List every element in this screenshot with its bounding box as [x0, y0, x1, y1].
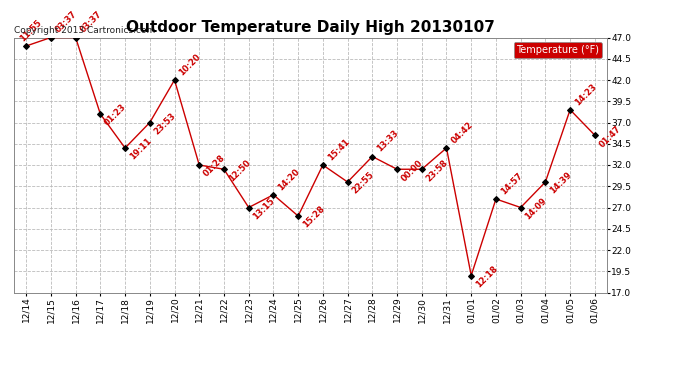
Point — [268, 192, 279, 198]
Text: 15:41: 15:41 — [326, 137, 351, 162]
Text: 04:42: 04:42 — [449, 120, 475, 145]
Text: 14:09: 14:09 — [524, 196, 549, 221]
Text: 01:47: 01:47 — [598, 124, 623, 149]
Text: 13:33: 13:33 — [375, 129, 400, 154]
Text: 03:37: 03:37 — [54, 10, 79, 35]
Text: 01:23: 01:23 — [103, 103, 128, 128]
Point — [466, 273, 477, 279]
Point — [589, 132, 600, 138]
Text: 15:28: 15:28 — [301, 205, 326, 230]
Point — [21, 43, 32, 49]
Text: 23:58: 23:58 — [424, 158, 450, 183]
Point — [119, 145, 130, 151]
Text: Copyright 2013 Cartronics.com: Copyright 2013 Cartronics.com — [14, 26, 155, 35]
Text: 14:57: 14:57 — [499, 171, 524, 196]
Point — [194, 162, 205, 168]
Text: 22:55: 22:55 — [351, 171, 376, 196]
Point — [144, 120, 155, 126]
Point — [342, 179, 353, 185]
Text: 00:00: 00:00 — [400, 158, 425, 183]
Text: 14:23: 14:23 — [573, 82, 598, 107]
Text: 23:53: 23:53 — [152, 111, 178, 136]
Point — [169, 77, 180, 83]
Point — [391, 166, 402, 172]
Point — [46, 34, 57, 40]
Point — [317, 162, 328, 168]
Point — [367, 153, 378, 159]
Legend: Temperature (°F): Temperature (°F) — [513, 42, 602, 58]
Text: 12:50: 12:50 — [227, 158, 252, 183]
Point — [515, 204, 526, 210]
Point — [491, 196, 502, 202]
Text: 01:28: 01:28 — [202, 154, 227, 179]
Title: Outdoor Temperature Daily High 20130107: Outdoor Temperature Daily High 20130107 — [126, 20, 495, 35]
Point — [564, 107, 575, 113]
Point — [219, 166, 230, 172]
Point — [95, 111, 106, 117]
Point — [540, 179, 551, 185]
Text: 03:37: 03:37 — [79, 10, 103, 35]
Point — [70, 34, 81, 40]
Text: 13:15: 13:15 — [251, 196, 277, 221]
Point — [293, 213, 304, 219]
Point — [243, 204, 254, 210]
Text: 10:20: 10:20 — [177, 52, 202, 77]
Point — [416, 166, 427, 172]
Text: 11:55: 11:55 — [18, 18, 43, 43]
Text: 14:20: 14:20 — [276, 167, 302, 192]
Text: 12:18: 12:18 — [474, 264, 500, 290]
Point — [441, 145, 452, 151]
Text: 19:11: 19:11 — [128, 136, 153, 162]
Text: 14:39: 14:39 — [548, 171, 573, 196]
